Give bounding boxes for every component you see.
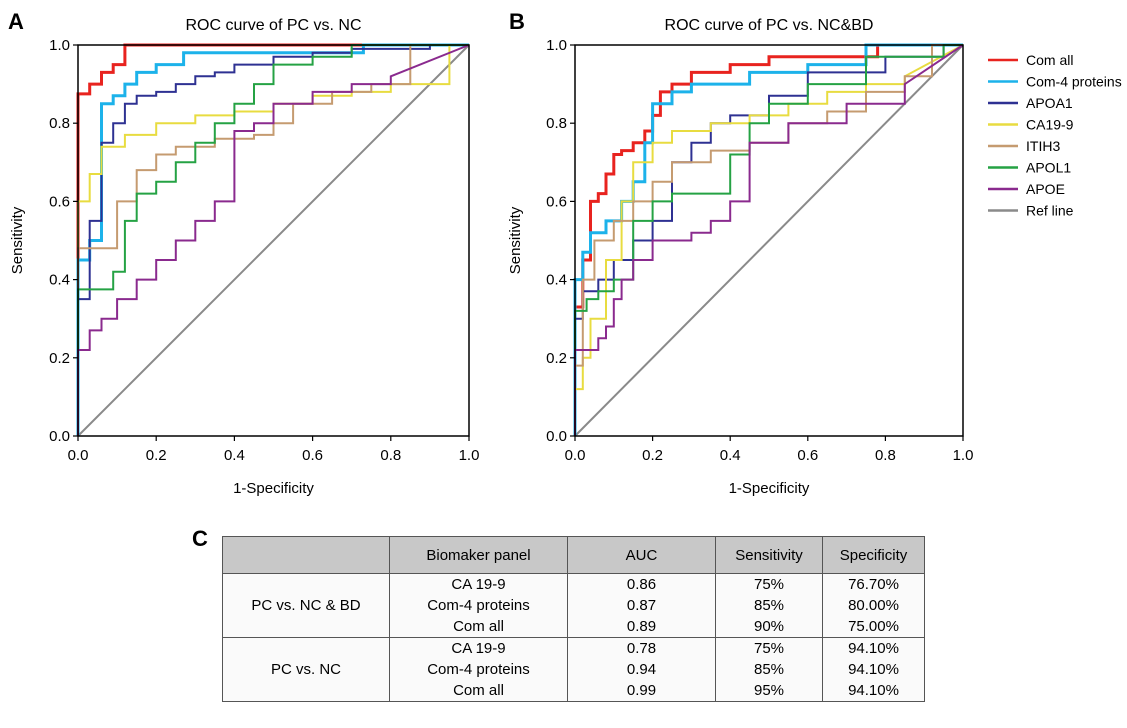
- specificity-cell: 80.00%: [822, 595, 925, 616]
- x-tick-label: 0.2: [642, 447, 663, 464]
- chart-title: ROC curve of PC vs. NC: [185, 17, 361, 34]
- x-tick-label: 0.0: [565, 447, 586, 464]
- x-tick-label: 1.0: [459, 447, 480, 464]
- x-tick-label: 1.0: [953, 447, 974, 464]
- panel-cell: Com all: [389, 680, 568, 702]
- header-cell-sensitivity: Sensitivity: [715, 536, 823, 574]
- y-tick-label: 0.0: [546, 428, 567, 445]
- specificity-cell: 94.10%: [822, 637, 925, 659]
- table-row: Com all 0.89 90% 75.00%: [223, 616, 925, 638]
- legend-label-apol1: APOL1: [1026, 160, 1071, 176]
- legend-label-apoa1: APOA1: [1026, 95, 1073, 111]
- legend-label-itih3: ITIH3: [1026, 138, 1060, 154]
- table-row: Com all 0.99 95% 94.10%: [223, 680, 925, 702]
- series-line-apol1: [574, 44, 963, 436]
- sensitivity-cell: 90%: [715, 616, 823, 638]
- legend-label-com-all: Com all: [1026, 52, 1073, 68]
- sensitivity-cell: 95%: [715, 680, 823, 702]
- legend-label-ref-line: Ref line: [1026, 203, 1074, 219]
- series-line-apoe: [77, 44, 470, 436]
- auc-cell: 0.99: [567, 680, 716, 702]
- x-tick-label: 0.2: [146, 447, 167, 464]
- header-cell-panel: Biomaker panel: [389, 536, 568, 574]
- table-row: Com-4 proteins 0.87 85% 80.00%: [223, 595, 925, 616]
- y-tick-label: 0.6: [546, 193, 567, 210]
- series-line-ref-line: [574, 44, 964, 437]
- x-tick-label: 0.6: [797, 447, 818, 464]
- legend-label-apoe: APOE: [1026, 181, 1065, 197]
- legend-label-com-4-proteins: Com-4 proteins: [1026, 74, 1122, 90]
- y-tick-label: 0.4: [546, 272, 567, 289]
- roc-chart-pc-vs-nc: 0.0 0.2 0.4 0.6 0.8 1.0 0.0 0.2 0.4 0.6 0.8 1.0 ROC …: [9, 17, 479, 497]
- x-tick-label: 0.4: [224, 447, 245, 464]
- y-tick-label: 0.8: [49, 115, 70, 132]
- sensitivity-cell: 75%: [715, 637, 823, 659]
- plot-frame: [574, 44, 964, 437]
- y-tick-label: 0.2: [546, 350, 567, 367]
- panel-letter-b: B: [509, 9, 525, 34]
- panel-cell: CA 19-9: [389, 637, 568, 659]
- table-header-row: Biomaker panel AUC Sensitivity Specifici…: [222, 536, 925, 574]
- auc-cell: 0.89: [567, 616, 716, 638]
- x-tick-label: 0.8: [380, 447, 401, 464]
- panel-cell: CA 19-9: [389, 573, 568, 595]
- header-cell-auc: AUC: [567, 536, 716, 574]
- series-line-ca19-9: [574, 44, 964, 436]
- panel-cell: Com-4 proteins: [389, 595, 568, 616]
- table-row: PC vs. NC & BD CA 19-9 0.86 75% 76.70%: [222, 573, 925, 638]
- x-axis-label: 1-Specificity: [729, 480, 810, 497]
- sensitivity-cell: 85%: [715, 659, 823, 680]
- y-tick-label: 1.0: [546, 37, 567, 54]
- series-line-apol1: [77, 44, 469, 436]
- x-tick-label: 0.6: [302, 447, 323, 464]
- x-tick-label: 0.0: [68, 447, 89, 464]
- series-line-com-all: [76, 43, 469, 436]
- x-tick-label: 0.8: [875, 447, 896, 464]
- specificity-cell: 76.70%: [822, 573, 925, 595]
- series-line-ref-line: [77, 44, 470, 437]
- header-cell-comparison: [222, 536, 390, 574]
- table-row: PC vs. NC CA 19-9 0.78 75% 94.10%: [222, 637, 925, 702]
- panel-letter-c: C: [192, 526, 208, 551]
- group-label: PC vs. NC: [222, 637, 390, 702]
- table-row: Com-4 proteins 0.94 85% 94.10%: [223, 659, 925, 680]
- series-line-itih3: [574, 44, 963, 436]
- series-line-apoa1: [77, 44, 469, 436]
- sensitivity-cell: 85%: [715, 595, 823, 616]
- panel-cell: Com all: [389, 616, 568, 638]
- x-tick-label: 0.4: [720, 447, 741, 464]
- y-tick-label: 0.0: [49, 428, 70, 445]
- panel-letter-a: A: [8, 9, 24, 34]
- auc-cell: 0.86: [567, 573, 716, 595]
- results-table: Biomaker panel AUC Sensitivity Specifici…: [222, 536, 925, 702]
- x-axis-label: 1-Specificity: [233, 480, 314, 497]
- series-line-com-4-proteins: [573, 43, 963, 436]
- specificity-cell: 94.10%: [822, 680, 925, 702]
- specificity-cell: 94.10%: [822, 659, 925, 680]
- roc-chart-pc-vs-nc-bd: 0.0 0.2 0.4 0.6 0.8 1.0 0.0 0.2 0.4 0.6 0.8 1.0 ROC …: [507, 17, 973, 497]
- series-line-apoe: [574, 44, 964, 436]
- y-axis-label: Sensitivity: [507, 206, 524, 274]
- y-tick-label: 0.4: [49, 272, 70, 289]
- legend-label-ca19-9: CA19-9: [1026, 117, 1074, 133]
- auc-cell: 0.87: [567, 595, 716, 616]
- results-table-container: Biomaker panel AUC Sensitivity Specifici…: [222, 536, 925, 702]
- y-tick-label: 1.0: [49, 37, 70, 54]
- y-tick-label: 0.8: [546, 115, 567, 132]
- y-tick-label: 0.6: [49, 193, 70, 210]
- legend: Com all Com-4 proteins APOA1 CA19-9 ITIH3 APO…: [988, 52, 1122, 219]
- y-axis-label: Sensitivity: [9, 206, 26, 274]
- plot-frame: [77, 44, 470, 437]
- auc-cell: 0.78: [567, 637, 716, 659]
- auc-cell: 0.94: [567, 659, 716, 680]
- specificity-cell: 75.00%: [822, 616, 925, 638]
- panel-cell: Com-4 proteins: [389, 659, 568, 680]
- group-label: PC vs. NC & BD: [222, 573, 390, 638]
- figure-canvas: A B 0.0 0.2 0.4 0.6 0.8 1.0 0.0 0.2 0.4 0.6 0.8 1.0…: [8, 9, 1122, 497]
- y-tick-label: 0.2: [49, 350, 70, 367]
- sensitivity-cell: 75%: [715, 573, 823, 595]
- header-cell-specificity: Specificity: [822, 536, 925, 574]
- chart-title: ROC curve of PC vs. NC&BD: [665, 17, 874, 34]
